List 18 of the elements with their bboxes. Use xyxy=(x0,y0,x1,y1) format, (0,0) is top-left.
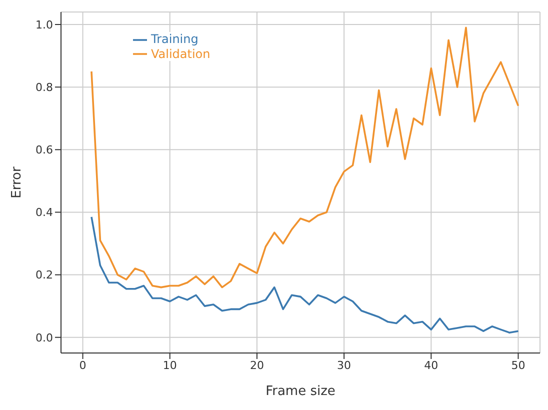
y-tick-label: 0.0 xyxy=(36,331,53,344)
y-axis-title: Error xyxy=(10,166,25,198)
x-tick-label: 50 xyxy=(511,358,526,372)
y-tick-label: 0.8 xyxy=(36,80,53,94)
y-tick-label: 0.6 xyxy=(36,144,53,157)
x-tick-label: 0 xyxy=(79,358,86,372)
legend-label: Training xyxy=(151,32,198,46)
y-tick-label: 0.4 xyxy=(36,206,53,220)
line-series xyxy=(90,26,520,288)
y-tick-label: 0.2 xyxy=(36,268,53,282)
x-tick-label: 20 xyxy=(250,358,264,372)
line-series xyxy=(90,216,520,334)
y-tick-label: 1.0 xyxy=(36,18,53,32)
x-tick-label: 40 xyxy=(424,358,438,372)
x-tick-label: 30 xyxy=(337,358,352,372)
legend-label: Validation xyxy=(151,46,210,61)
x-axis-title: Frame size xyxy=(266,384,336,399)
x-tick-label: 10 xyxy=(162,358,177,372)
